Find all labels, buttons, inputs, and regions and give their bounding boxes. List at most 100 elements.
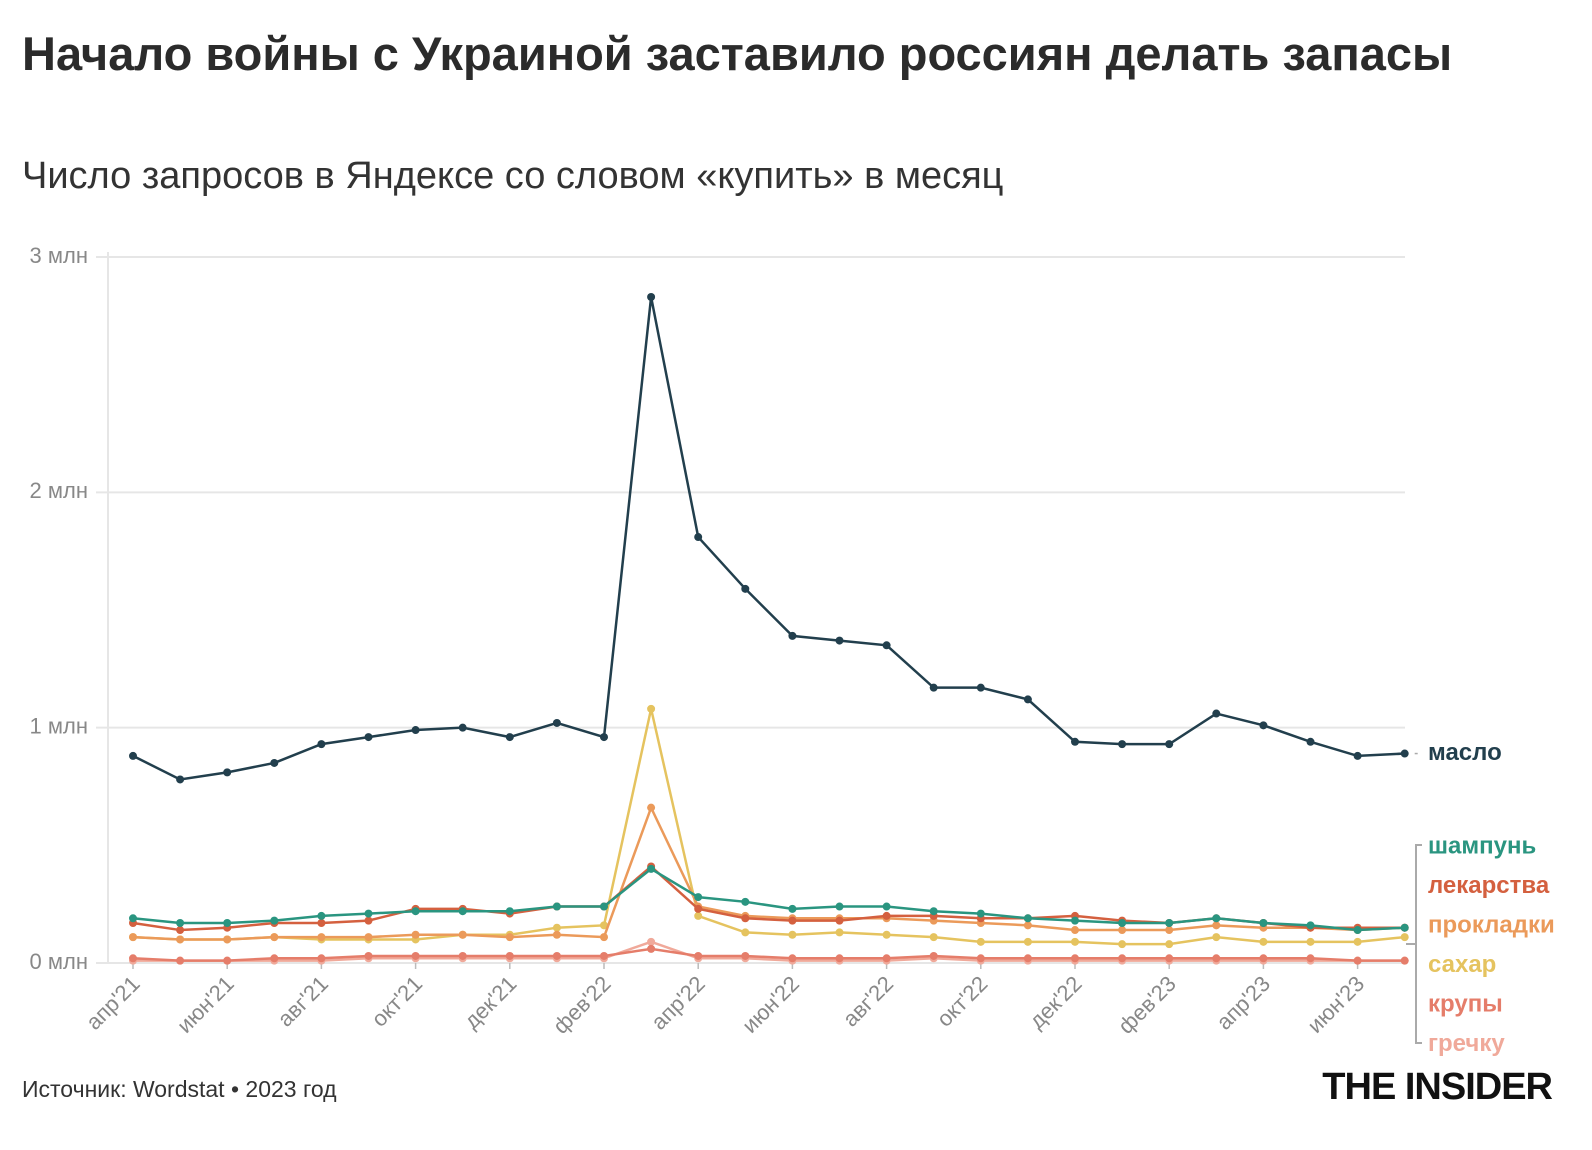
y-tick-label: 2 млн xyxy=(30,478,88,503)
legend-label: крупы xyxy=(1428,990,1503,1017)
x-tick-label: окт'22 xyxy=(932,971,993,1032)
data-point xyxy=(882,641,891,650)
data-point xyxy=(600,951,608,960)
data-point xyxy=(270,916,279,925)
data-point xyxy=(1212,954,1221,963)
data-point xyxy=(976,683,985,692)
data-point xyxy=(600,921,608,930)
data-point xyxy=(694,904,703,913)
data-point xyxy=(411,930,420,939)
data-point xyxy=(176,956,185,965)
data-point xyxy=(317,911,326,920)
x-tick-label: июн'21 xyxy=(172,971,239,1038)
data-point xyxy=(364,909,373,918)
data-point xyxy=(317,918,326,927)
data-point xyxy=(1023,954,1032,963)
data-point xyxy=(317,954,326,963)
data-point xyxy=(1400,923,1409,932)
data-point xyxy=(223,768,232,777)
data-point xyxy=(1071,916,1079,925)
series-line xyxy=(132,296,1405,781)
data-point xyxy=(364,951,373,960)
data-point xyxy=(741,914,750,923)
y-tick-label: 3 млн xyxy=(30,243,88,268)
x-tick-label: апр'21 xyxy=(81,971,145,1035)
data-point xyxy=(458,930,467,939)
data-point xyxy=(1071,937,1079,946)
data-point xyxy=(694,951,703,960)
data-point xyxy=(129,933,137,942)
data-point xyxy=(129,954,137,963)
data-point xyxy=(411,951,420,960)
data-point xyxy=(1306,954,1315,963)
x-tick-label: фев'23 xyxy=(1113,971,1181,1039)
data-point xyxy=(505,907,514,916)
data-point xyxy=(1165,918,1174,927)
legend-bracket xyxy=(1415,844,1422,1044)
data-point xyxy=(505,933,514,942)
data-point xyxy=(694,893,703,902)
data-point xyxy=(1212,921,1221,930)
data-point xyxy=(317,740,326,749)
series-line xyxy=(133,940,1405,962)
data-point xyxy=(647,864,656,873)
x-tick-label: авг'22 xyxy=(838,971,899,1032)
data-point xyxy=(270,933,279,942)
data-point xyxy=(929,683,938,692)
x-tick-label: апр'23 xyxy=(1211,971,1275,1035)
data-point xyxy=(741,584,750,593)
data-point xyxy=(1212,709,1221,718)
data-point xyxy=(1306,937,1315,946)
data-point xyxy=(694,533,703,542)
data-point xyxy=(694,911,703,920)
data-point xyxy=(223,918,232,927)
data-point xyxy=(364,916,373,925)
data-point xyxy=(411,726,420,735)
data-point xyxy=(505,951,514,960)
data-point xyxy=(788,631,797,640)
data-point xyxy=(270,758,279,767)
data-point xyxy=(1118,918,1127,927)
data-point xyxy=(929,933,938,942)
y-tick-label: 0 млн xyxy=(30,949,88,974)
data-point xyxy=(1259,954,1268,963)
data-point xyxy=(1118,954,1127,963)
data-point xyxy=(788,930,797,939)
y-tick-label: 1 млн xyxy=(30,713,88,738)
data-point xyxy=(1118,940,1127,949)
chart-subtitle: Число запросов в Яндексе со словом «купи… xyxy=(22,155,1004,197)
data-point xyxy=(788,954,797,963)
data-point xyxy=(1118,926,1127,935)
data-point xyxy=(1165,940,1174,949)
data-point xyxy=(1306,921,1315,930)
data-point xyxy=(1071,954,1079,963)
data-point xyxy=(552,902,561,911)
legend-label: гречку xyxy=(1428,1030,1505,1057)
data-point xyxy=(176,935,185,944)
data-point xyxy=(552,718,561,727)
data-point xyxy=(1306,737,1315,746)
data-point xyxy=(1353,937,1362,946)
data-point xyxy=(835,928,844,937)
source-note: Источник: Wordstat • 2023 год xyxy=(22,1076,337,1102)
data-point xyxy=(458,723,467,732)
data-point xyxy=(1212,914,1221,923)
data-point xyxy=(364,733,373,742)
data-point xyxy=(647,937,656,946)
x-tick-label: апр'22 xyxy=(646,971,710,1035)
data-point xyxy=(552,951,561,960)
data-point xyxy=(835,954,844,963)
data-point xyxy=(882,954,891,963)
data-point xyxy=(741,951,750,960)
chart: 0 млн 1 млн 2 млн 3 млн апр'21 июн'21 авг'21 ок… xyxy=(30,243,1555,1057)
data-point xyxy=(929,907,938,916)
data-point xyxy=(505,733,514,742)
data-point xyxy=(552,930,561,939)
data-point xyxy=(647,803,656,812)
data-point xyxy=(1353,956,1362,965)
data-point xyxy=(647,293,656,302)
data-point xyxy=(882,911,891,920)
data-point xyxy=(176,918,185,927)
data-point xyxy=(1400,956,1409,965)
